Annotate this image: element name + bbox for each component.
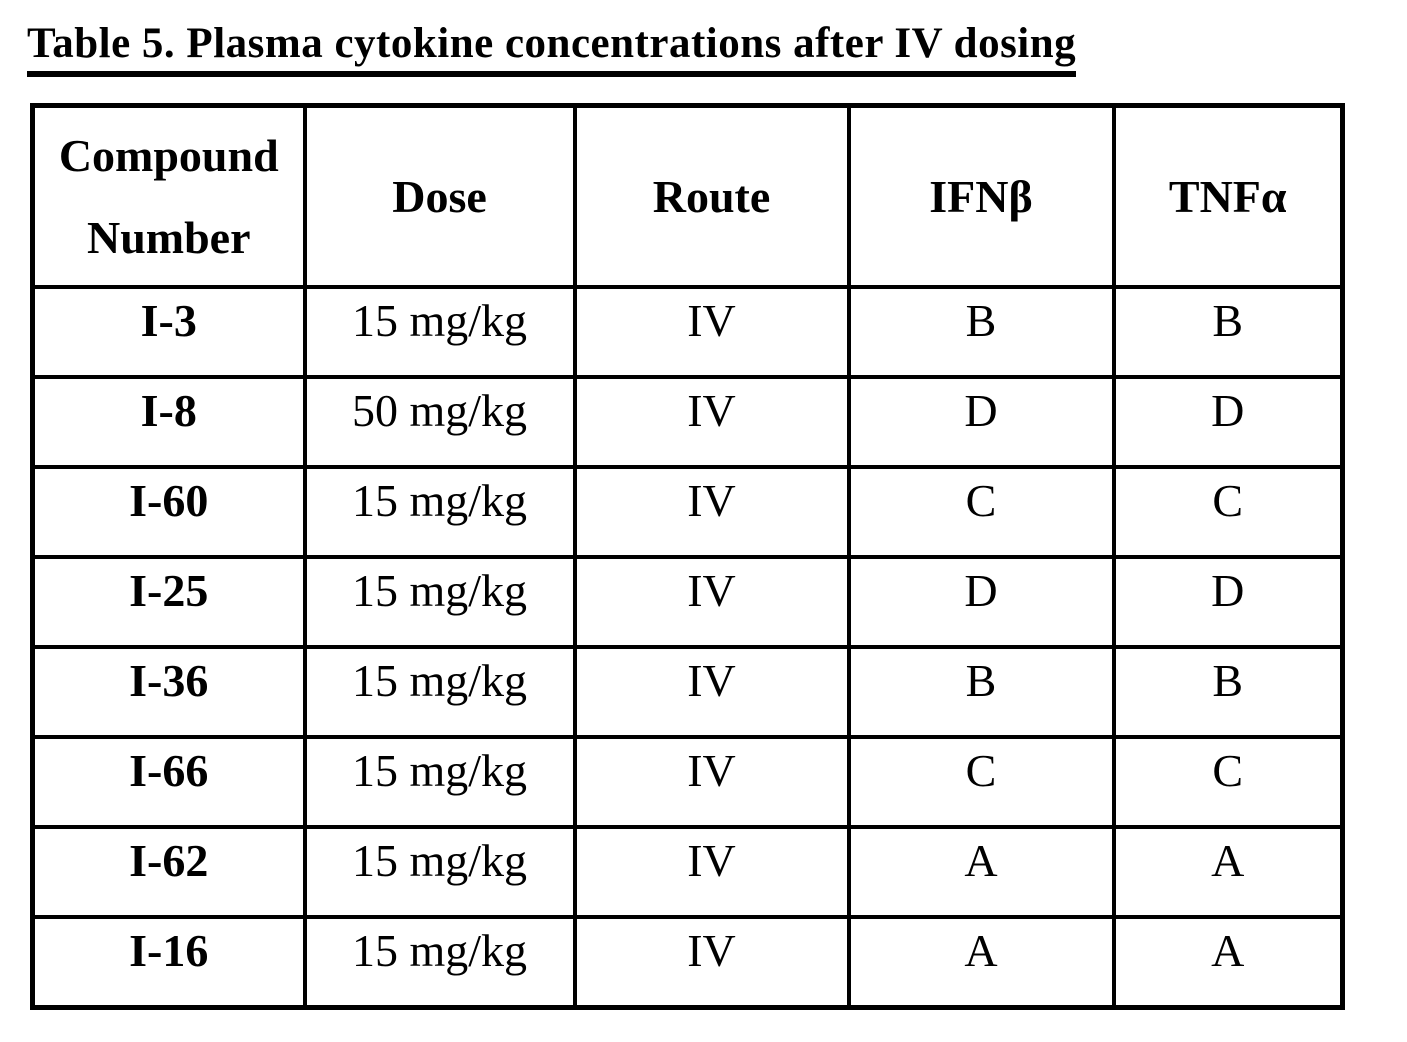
table-row: I-8 50 mg/kg IV D D bbox=[30, 375, 1345, 470]
route-cell: IV bbox=[572, 285, 851, 380]
dose-cell: 15 mg/kg bbox=[302, 555, 577, 650]
dose-cell: 15 mg/kg bbox=[302, 825, 577, 920]
compound-cell: I-16 bbox=[30, 915, 307, 1010]
route-cell: IV bbox=[572, 375, 851, 470]
tnfa-cell: C bbox=[1111, 735, 1345, 830]
compound-cell: I-36 bbox=[30, 645, 307, 740]
compound-cell: I-8 bbox=[30, 375, 307, 470]
table-row: I-3 15 mg/kg IV B B bbox=[30, 285, 1345, 380]
header-cell-ifnb: IFNβ bbox=[846, 103, 1116, 290]
ifnb-cell: C bbox=[846, 465, 1116, 560]
route-cell: IV bbox=[572, 825, 851, 920]
tnfa-cell: B bbox=[1111, 285, 1345, 380]
dose-cell: 15 mg/kg bbox=[302, 465, 577, 560]
route-cell: IV bbox=[572, 735, 851, 830]
tnfa-cell: A bbox=[1111, 825, 1345, 920]
table-row: I-66 15 mg/kg IV C C bbox=[30, 735, 1345, 830]
header-cell-compound-number: Compound Number bbox=[30, 103, 307, 290]
cytokine-table: Compound Number Dose Route IFNβ TNFα I-3… bbox=[30, 103, 1345, 1010]
tnfa-cell: C bbox=[1111, 465, 1345, 560]
compound-cell: I-60 bbox=[30, 465, 307, 560]
header-cell-tnfa: TNFα bbox=[1111, 103, 1345, 290]
compound-cell: I-3 bbox=[30, 285, 307, 380]
table-header-row: Compound Number Dose Route IFNβ TNFα bbox=[30, 103, 1345, 290]
route-cell: IV bbox=[572, 465, 851, 560]
ifnb-cell: B bbox=[846, 285, 1116, 380]
tnfa-cell: B bbox=[1111, 645, 1345, 740]
dose-cell: 15 mg/kg bbox=[302, 645, 577, 740]
dose-cell: 15 mg/kg bbox=[302, 735, 577, 830]
dose-cell: 50 mg/kg bbox=[302, 375, 577, 470]
tnfa-cell: D bbox=[1111, 555, 1345, 650]
compound-cell: I-62 bbox=[30, 825, 307, 920]
table-row: I-25 15 mg/kg IV D D bbox=[30, 555, 1345, 650]
table-row: I-36 15 mg/kg IV B B bbox=[30, 645, 1345, 740]
ifnb-cell: D bbox=[846, 375, 1116, 470]
ifnb-cell: A bbox=[846, 915, 1116, 1010]
tnfa-cell: D bbox=[1111, 375, 1345, 470]
ifnb-cell: B bbox=[846, 645, 1116, 740]
table-row: I-60 15 mg/kg IV C C bbox=[30, 465, 1345, 560]
dose-cell: 15 mg/kg bbox=[302, 285, 577, 380]
route-cell: IV bbox=[572, 555, 851, 650]
ifnb-cell: C bbox=[846, 735, 1116, 830]
compound-cell: I-25 bbox=[30, 555, 307, 650]
header-cell-route: Route bbox=[572, 103, 851, 290]
route-cell: IV bbox=[572, 645, 851, 740]
ifnb-cell: A bbox=[846, 825, 1116, 920]
ifnb-cell: D bbox=[846, 555, 1116, 650]
header-cell-dose: Dose bbox=[302, 103, 577, 290]
compound-cell: I-66 bbox=[30, 735, 307, 830]
page-title: Table 5. Plasma cytokine concentrations … bbox=[27, 20, 1077, 78]
dose-cell: 15 mg/kg bbox=[302, 915, 577, 1010]
table-row: I-62 15 mg/kg IV A A bbox=[30, 825, 1345, 920]
tnfa-cell: A bbox=[1111, 915, 1345, 1010]
table-row: I-16 15 mg/kg IV A A bbox=[30, 915, 1345, 1010]
route-cell: IV bbox=[572, 915, 851, 1010]
